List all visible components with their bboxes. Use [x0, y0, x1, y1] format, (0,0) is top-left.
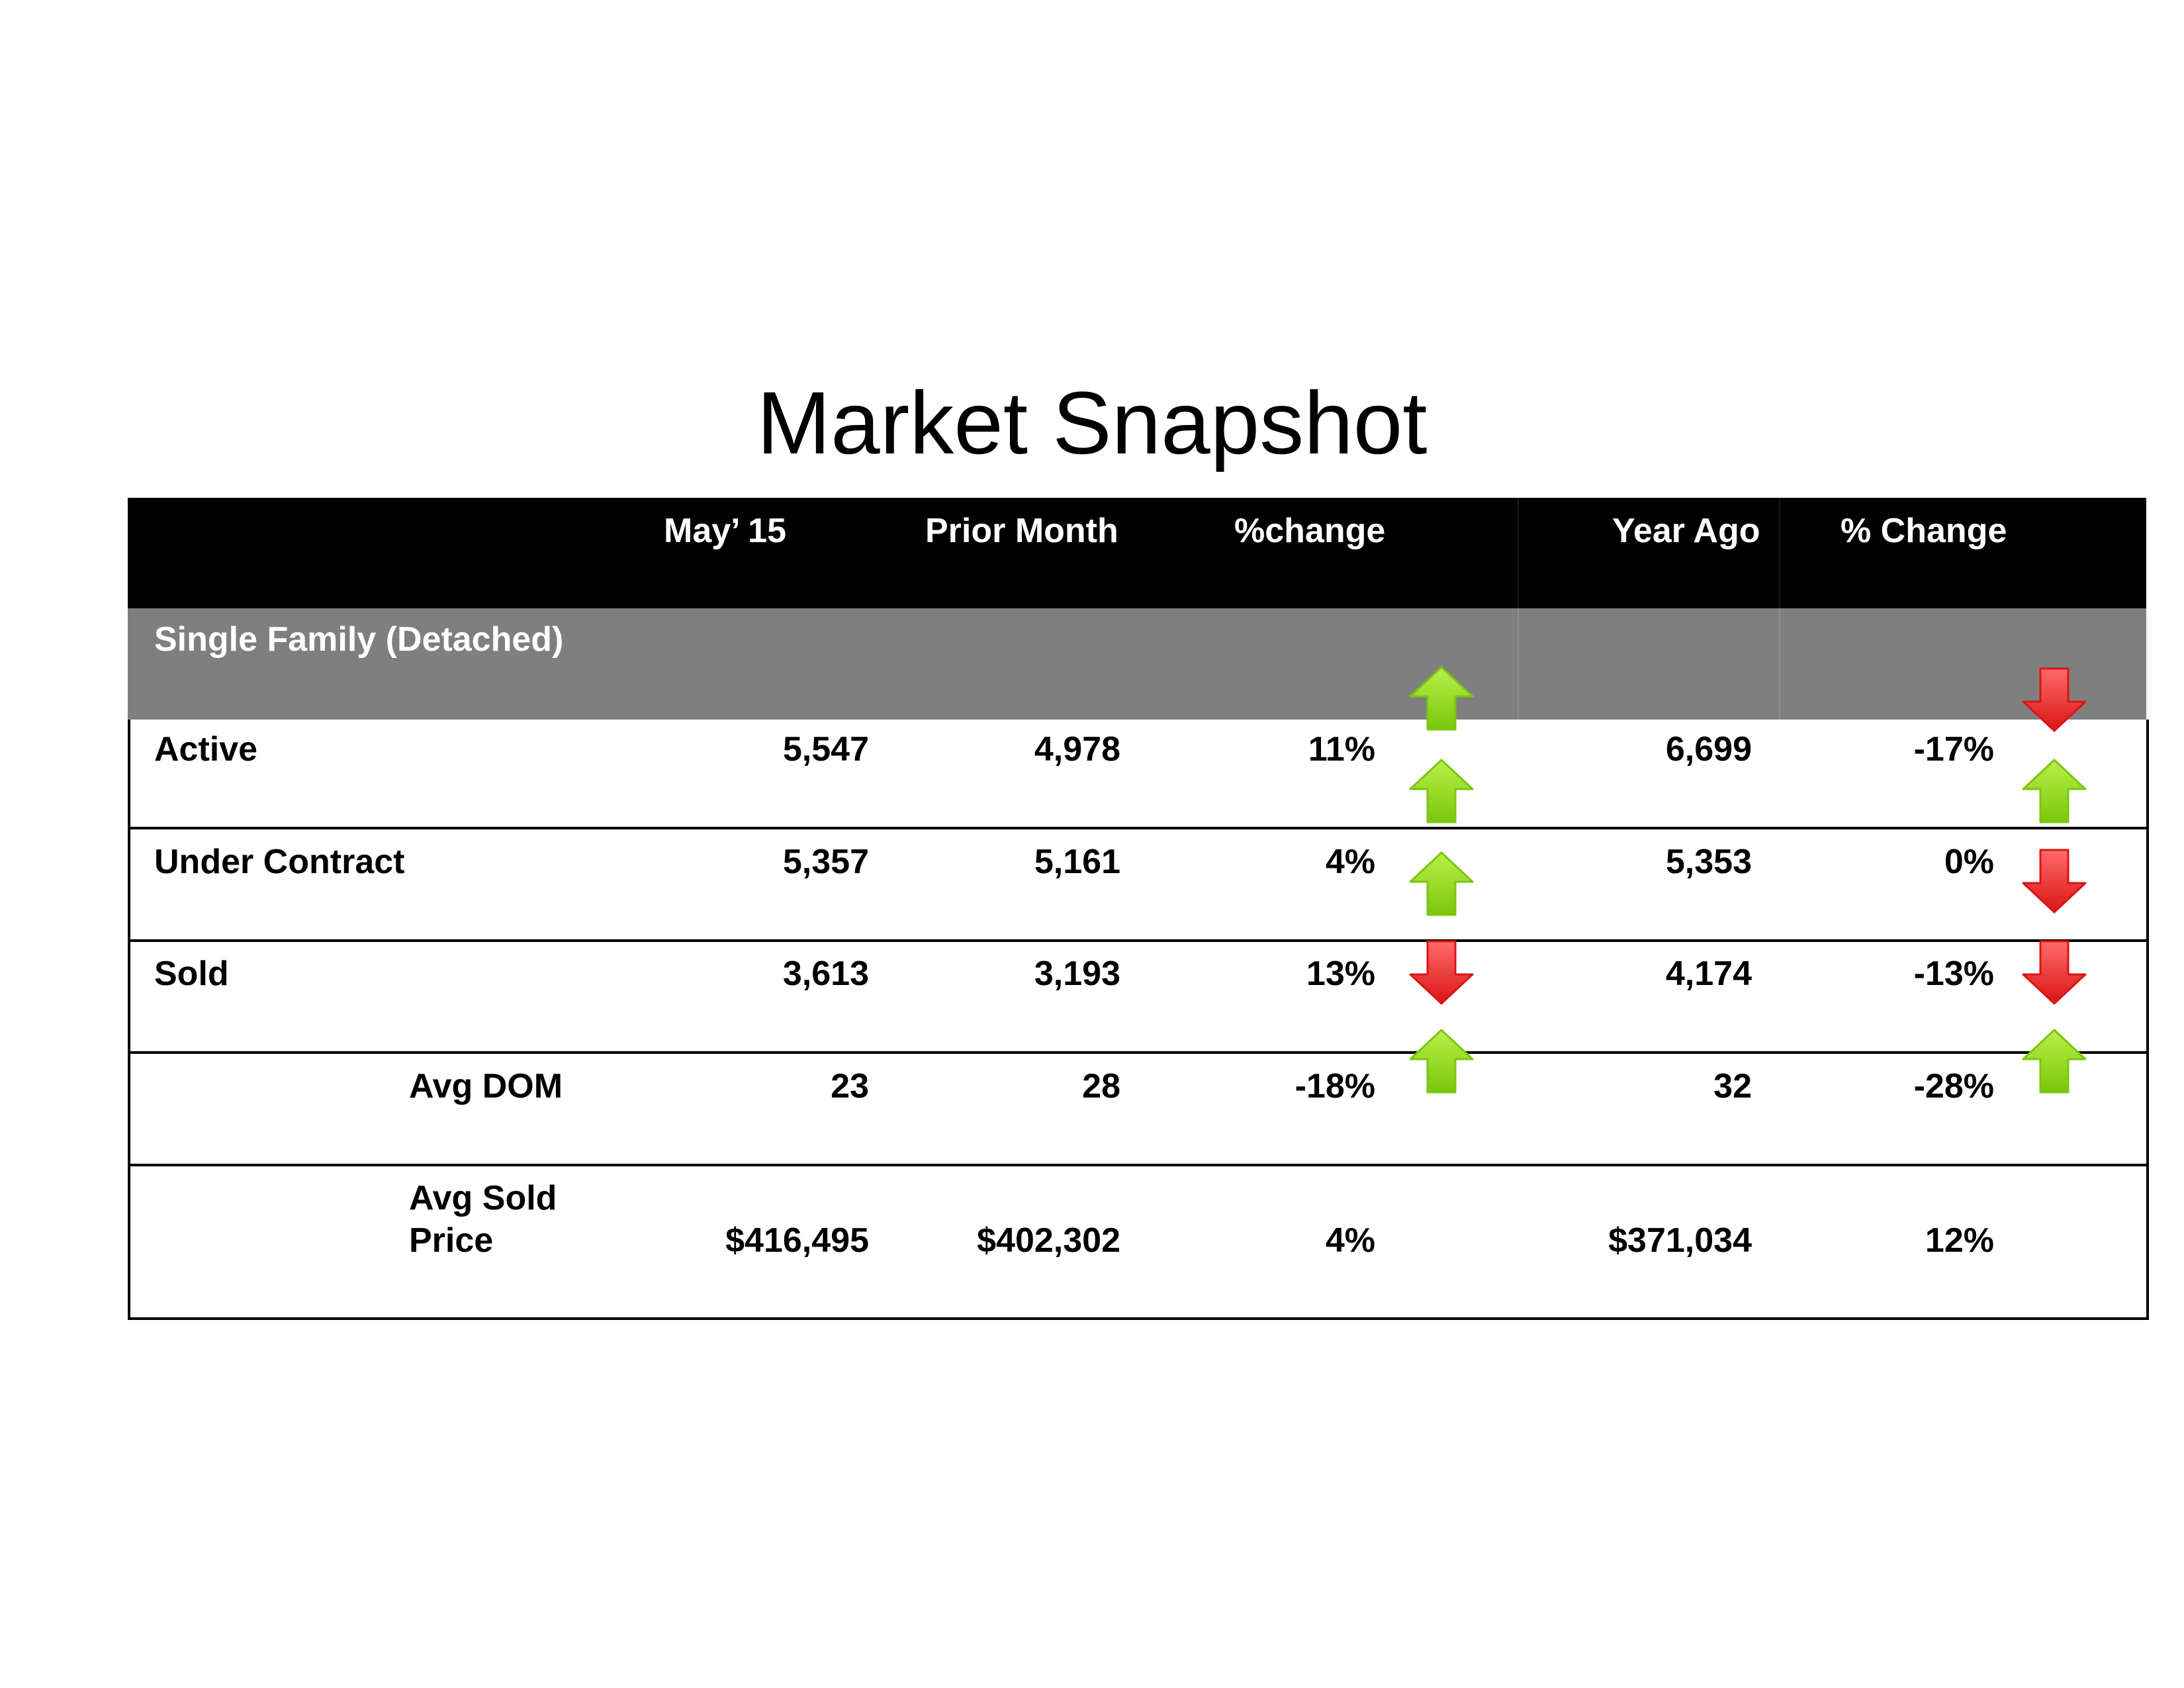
market-snapshot-table: May’ 15 Prior Month %change Year Ago % C… [128, 498, 2149, 1320]
column-header-month: May’ 15 [664, 512, 787, 550]
cell-prior: $402,302 [977, 1221, 1120, 1260]
row-divider [128, 939, 2146, 942]
cell-month: 5,357 [782, 843, 869, 881]
column-header-pct-change-year: % Change [1841, 512, 2007, 550]
row-label: Avg Sold Price [409, 1179, 557, 1260]
down-arrow-icon [2018, 843, 2091, 916]
cell-pct-year: 0% [1944, 843, 1994, 881]
cell-year-ago: 32 [1713, 1067, 1752, 1105]
cell-pct-year: -28% [1913, 1067, 1994, 1105]
page-title: Market Snapshot [756, 374, 1428, 473]
cell-month: 3,613 [782, 955, 869, 993]
column-divider [1518, 608, 1519, 720]
column-divider [1779, 608, 1780, 720]
down-arrow-icon [2018, 662, 2091, 735]
cell-prior: 28 [1082, 1067, 1120, 1105]
up-arrow-icon [2018, 756, 2091, 829]
cell-year-ago: 4,174 [1665, 955, 1752, 993]
column-header-year-ago: Year Ago [1612, 512, 1760, 550]
cell-year-ago: 6,699 [1665, 730, 1752, 769]
cell-prior: 3,193 [1034, 955, 1120, 993]
cell-pct-month: -18% [1295, 1067, 1375, 1105]
cell-pct-year: 12% [1925, 1221, 1994, 1260]
row-divider [128, 1164, 2146, 1166]
cell-year-ago: 5,353 [1665, 843, 1752, 881]
cell-month: 23 [831, 1067, 869, 1105]
cell-pct-year: -13% [1913, 955, 1994, 993]
row-label: Active [154, 730, 258, 769]
cell-pct-month: 11% [1308, 730, 1375, 769]
cell-pct-month: 4% [1325, 1221, 1375, 1260]
row-label: Sold [154, 955, 229, 993]
up-arrow-icon [1405, 663, 1478, 736]
column-header-pct-change-month: %change [1234, 512, 1386, 550]
row-label: Avg DOM [409, 1067, 563, 1105]
down-arrow-icon [1405, 935, 1478, 1008]
cell-month: $416,495 [725, 1221, 869, 1260]
cell-prior: 5,161 [1034, 843, 1120, 881]
section-header-band [128, 608, 2146, 720]
table-header-band [128, 498, 2146, 608]
row-divider [128, 1317, 2146, 1320]
up-arrow-icon [2018, 1026, 2091, 1099]
up-arrow-icon [1405, 849, 1478, 921]
cell-pct-month: 4% [1325, 843, 1375, 881]
down-arrow-icon [2018, 935, 2091, 1008]
up-arrow-icon [1405, 1026, 1478, 1099]
section-label: Single Family (Detached) [154, 620, 564, 659]
up-arrow-icon [1405, 756, 1478, 829]
column-header-prior-month: Prior Month [925, 512, 1118, 550]
row-divider [128, 1051, 2146, 1054]
table-body-frame [128, 720, 2149, 1320]
cell-month: 5,547 [782, 730, 869, 769]
row-divider [128, 827, 2146, 829]
cell-pct-year: -17% [1913, 730, 1994, 769]
cell-prior: 4,978 [1034, 730, 1120, 769]
cell-pct-month: 13% [1306, 955, 1375, 993]
row-label: Under Contract [154, 843, 405, 881]
cell-year-ago: $371,034 [1608, 1221, 1752, 1260]
